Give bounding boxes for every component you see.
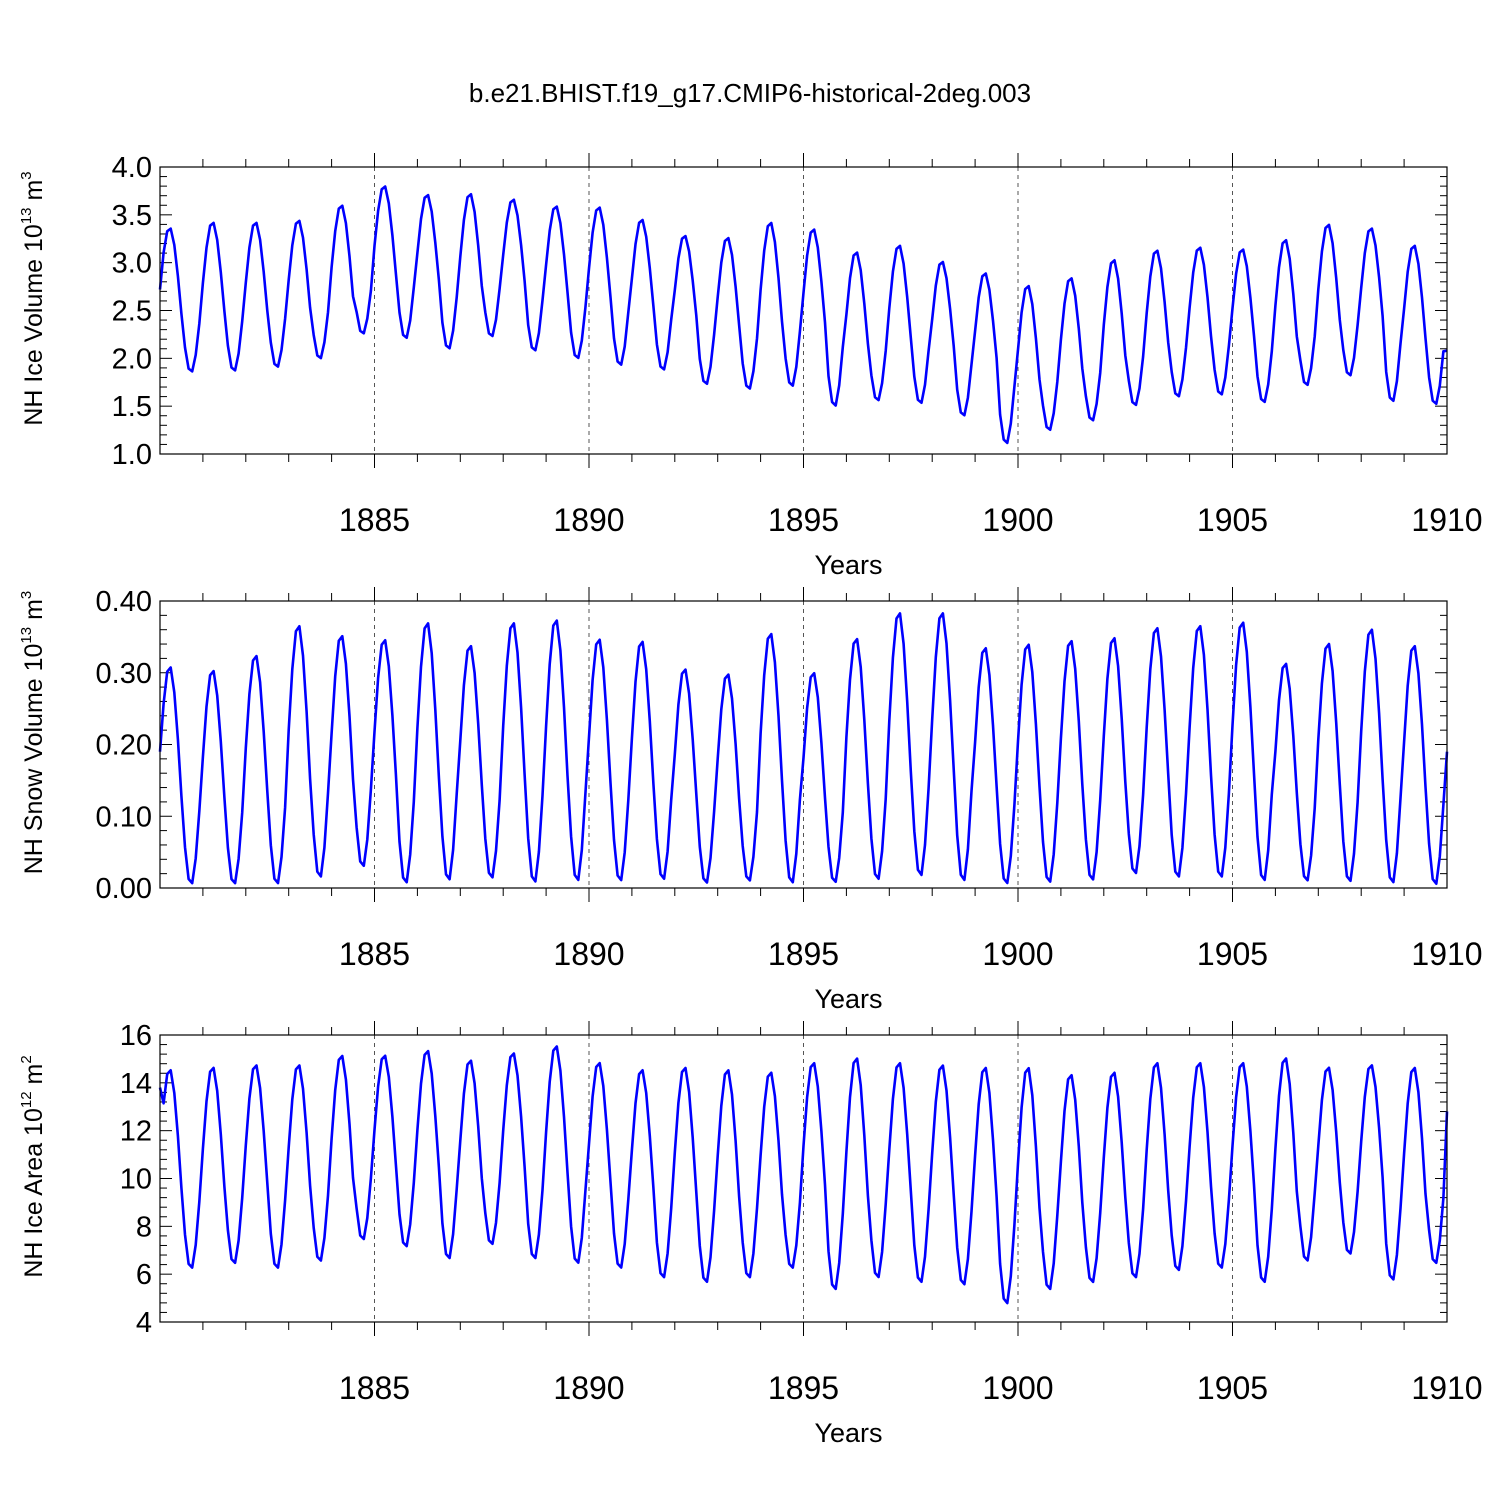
y-axis-label-main: NH Ice Volume 10 [20,224,48,426]
ice-volume-plot-frame [159,166,1448,455]
y-tick-label: 16 [120,1020,152,1052]
x-tick-label: 1885 [339,1370,410,1406]
y-tick-label: 0.00 [96,873,152,905]
x-tick-label: 1895 [768,1370,839,1406]
figure-title: b.e21.BHIST.f19_g17.CMIP6-historical-2de… [469,78,1031,108]
y-axis-label-unit-exponent: 3 [18,171,35,179]
x-axis-label: Years [814,1418,882,1448]
y-tick-label: 4.0 [112,152,152,184]
y-axis-label-main: NH Ice Area 10 [20,1108,48,1278]
y-axis-label-unit: m [20,599,48,627]
x-tick-label: 1910 [1411,502,1482,538]
y-tick-label: 4 [136,1307,152,1339]
y-tick-label: 1.0 [112,439,152,471]
x-tick-label: 1890 [553,1370,624,1406]
x-tick-label: 1885 [339,936,410,972]
x-axis-label: Years [814,550,882,580]
y-axis-label-exponent: 13 [18,207,35,224]
snow-volume-plot-frame [159,600,1448,889]
y-axis-label-main: NH Snow Volume 10 [20,644,48,875]
x-tick-label: 1895 [768,502,839,538]
x-tick-label: 1900 [982,502,1053,538]
x-tick-label: 1905 [1197,1370,1268,1406]
x-tick-label: 1900 [982,1370,1053,1406]
y-tick-label: 3.5 [112,200,152,232]
y-axis-label-unit: m [20,180,48,208]
y-axis-label-unit-exponent: 2 [18,1055,35,1063]
ice-area-panel: 4 6 8 10 12 14 16 1885 1890 1895 1900 1905 1910 Years… [18,1020,1483,1448]
x-tick-label: 1885 [339,502,410,538]
y-tick-label: 12 [120,1116,152,1148]
y-tick-label: 0.20 [96,730,152,762]
x-tick-label: 1900 [982,936,1053,972]
panels: 1.0 1.5 2.0 2.5 3.0 3.5 4.0 1885 1890 1895 1900 190… [18,152,1483,1448]
y-tick-label: 0.40 [96,586,152,618]
y-axis-label: NH Snow Volume 1013 m3 [18,591,48,875]
y-tick-label: 1.5 [112,391,152,423]
y-axis-label-unit: m [20,1064,48,1092]
x-tick-label: 1910 [1411,936,1482,972]
y-tick-label: 3.0 [112,248,152,280]
y-tick-label: 2.5 [112,296,152,328]
y-axis-label: NH Ice Area 1012 m2 [18,1055,48,1277]
ice-volume-series-line [158,185,1448,445]
ice-volume-panel: 1.0 1.5 2.0 2.5 3.0 3.5 4.0 1885 1890 1895 1900 190… [18,152,1483,580]
y-tick-label: 10 [120,1164,152,1196]
y-axis-label-exponent: 12 [18,1091,35,1108]
snow-volume-series-line [158,612,1449,885]
y-tick-label: 2.0 [112,343,152,375]
x-tick-label: 1910 [1411,1370,1482,1406]
x-tick-label: 1895 [768,936,839,972]
y-tick-label: 0.30 [96,658,152,690]
ice-area-series-line [158,1045,1449,1305]
x-tick-label: 1905 [1197,502,1268,538]
y-axis-label-unit-exponent: 3 [18,591,35,599]
snow-volume-panel: 0.00 0.10 0.20 0.30 0.40 1885 1890 1895 1900 1905… [18,586,1483,1014]
x-tick-label: 1890 [553,936,624,972]
ice-area-plot-frame [159,1034,1448,1323]
x-axis-label: Years [814,984,882,1014]
y-tick-label: 14 [120,1068,152,1100]
y-tick-label: 8 [136,1211,152,1243]
y-axis-label-exponent: 13 [18,627,35,644]
y-tick-label: 0.10 [96,801,152,833]
y-axis-label: NH Ice Volume 1013 m3 [18,171,48,425]
x-tick-label: 1890 [553,502,624,538]
x-tick-label: 1905 [1197,936,1268,972]
y-tick-label: 6 [136,1259,152,1291]
